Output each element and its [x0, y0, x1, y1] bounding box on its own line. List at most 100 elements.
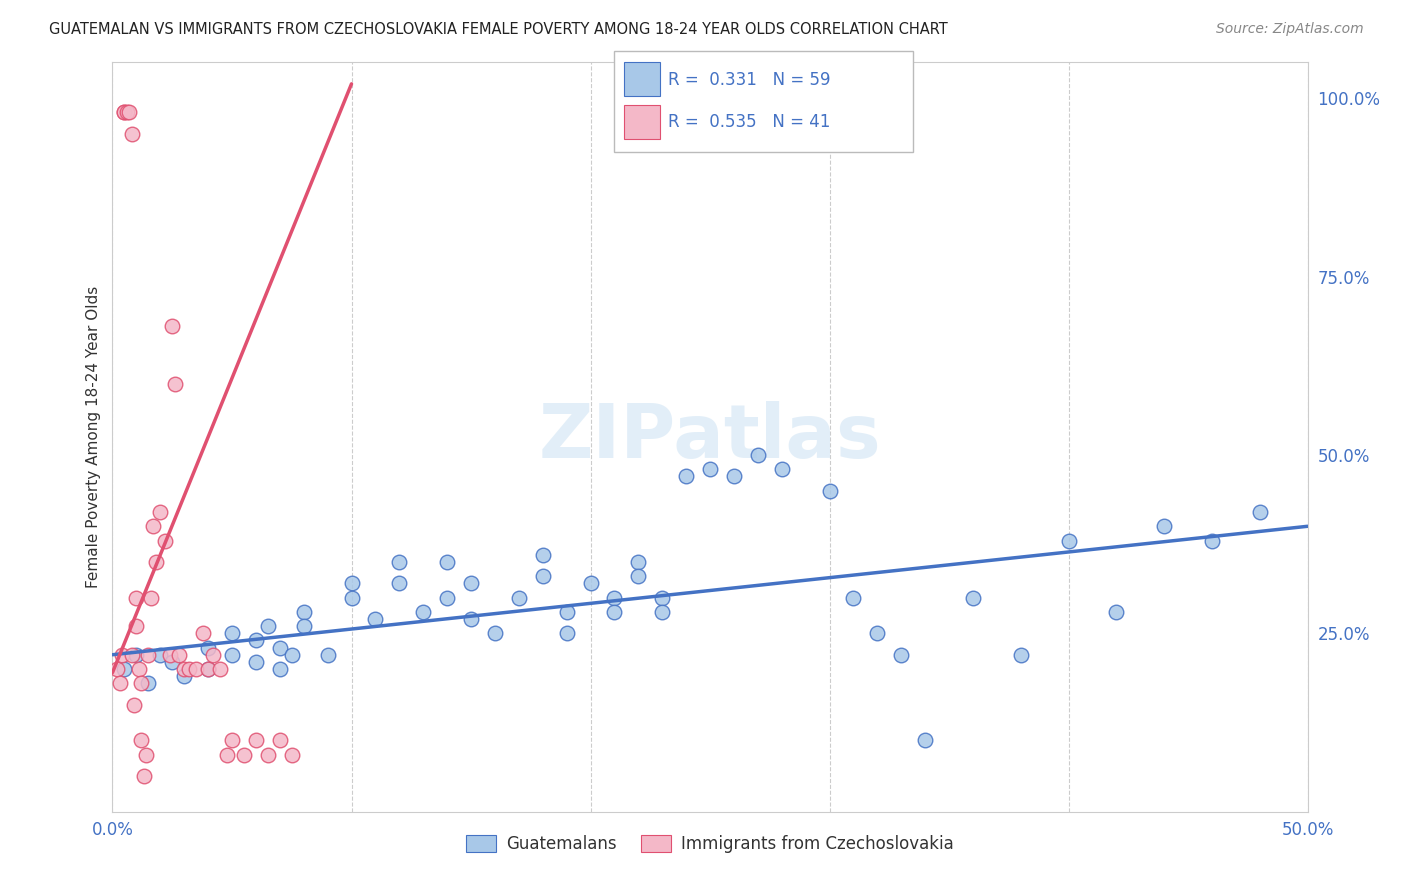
Point — [555, 605, 578, 619]
Point — [245, 633, 267, 648]
Point — [1105, 605, 1128, 619]
Point — [122, 698, 145, 712]
Point — [436, 591, 458, 605]
Point — [723, 469, 745, 483]
Point — [364, 612, 387, 626]
Point — [197, 662, 219, 676]
Point — [193, 626, 215, 640]
Point — [603, 605, 626, 619]
Point — [770, 462, 793, 476]
Point — [105, 662, 128, 676]
Point — [128, 662, 150, 676]
Point — [163, 376, 186, 391]
Point — [842, 591, 865, 605]
Point — [245, 655, 267, 669]
Point — [149, 648, 172, 662]
Point — [460, 576, 482, 591]
Point — [217, 747, 239, 762]
Point — [245, 733, 267, 747]
Text: ZIPatlas: ZIPatlas — [538, 401, 882, 474]
Point — [747, 448, 769, 462]
Point — [269, 662, 291, 676]
Text: R =  0.331   N = 59: R = 0.331 N = 59 — [668, 70, 831, 88]
Point — [257, 619, 280, 633]
Point — [125, 648, 148, 662]
Point — [129, 733, 152, 747]
Point — [627, 569, 650, 583]
Point — [162, 319, 183, 334]
Point — [139, 591, 162, 605]
Point — [436, 555, 458, 569]
Point — [675, 469, 697, 483]
Point — [340, 591, 363, 605]
Point — [153, 533, 176, 548]
Point — [1201, 533, 1223, 548]
Point — [316, 648, 339, 662]
Point — [121, 648, 143, 662]
Point — [159, 648, 181, 662]
Point — [177, 662, 200, 676]
Point — [699, 462, 721, 476]
Bar — [624, 105, 659, 139]
Point — [162, 655, 183, 669]
Point — [221, 733, 243, 747]
Point — [209, 662, 232, 676]
Point — [1153, 519, 1175, 533]
Legend: Guatemalans, Immigrants from Czechoslovakia: Guatemalans, Immigrants from Czechoslova… — [460, 828, 960, 860]
Point — [866, 626, 889, 640]
Point — [257, 747, 280, 762]
Point — [121, 127, 143, 141]
Point — [651, 591, 673, 605]
Point — [962, 591, 984, 605]
Point — [125, 591, 148, 605]
Point — [221, 648, 243, 662]
Point — [201, 648, 224, 662]
Point — [292, 619, 315, 633]
Point — [818, 483, 841, 498]
Point — [627, 555, 650, 569]
Bar — [614, 51, 914, 153]
Point — [169, 648, 191, 662]
Point — [460, 612, 482, 626]
Point — [388, 576, 411, 591]
Point — [125, 619, 148, 633]
Point — [186, 662, 208, 676]
Text: GUATEMALAN VS IMMIGRANTS FROM CZECHOSLOVAKIA FEMALE POVERTY AMONG 18-24 YEAR OLD: GUATEMALAN VS IMMIGRANTS FROM CZECHOSLOV… — [49, 22, 948, 37]
Point — [129, 676, 152, 690]
Point — [531, 569, 554, 583]
Point — [114, 105, 135, 120]
Point — [197, 640, 219, 655]
Point — [115, 105, 138, 120]
Point — [1057, 533, 1080, 548]
Point — [135, 747, 157, 762]
Point — [1010, 648, 1032, 662]
Point — [138, 676, 160, 690]
Text: Source: ZipAtlas.com: Source: ZipAtlas.com — [1216, 22, 1364, 37]
Point — [579, 576, 602, 591]
Point — [197, 662, 219, 676]
Point — [114, 105, 135, 120]
Point — [340, 576, 363, 591]
Point — [412, 605, 434, 619]
Point — [173, 669, 195, 683]
Point — [108, 676, 131, 690]
Point — [1249, 505, 1271, 519]
Point — [508, 591, 530, 605]
Point — [292, 605, 315, 619]
Point — [603, 591, 626, 605]
Point — [132, 769, 155, 783]
Point — [118, 105, 141, 120]
Point — [138, 648, 160, 662]
Point — [269, 640, 291, 655]
Point — [111, 648, 134, 662]
Point — [914, 733, 936, 747]
Point — [149, 505, 172, 519]
Point — [145, 555, 167, 569]
Point — [233, 747, 256, 762]
Bar — [624, 62, 659, 96]
Point — [114, 662, 135, 676]
Point — [531, 548, 554, 562]
Point — [281, 648, 304, 662]
Point — [555, 626, 578, 640]
Text: R =  0.535   N = 41: R = 0.535 N = 41 — [668, 113, 831, 131]
